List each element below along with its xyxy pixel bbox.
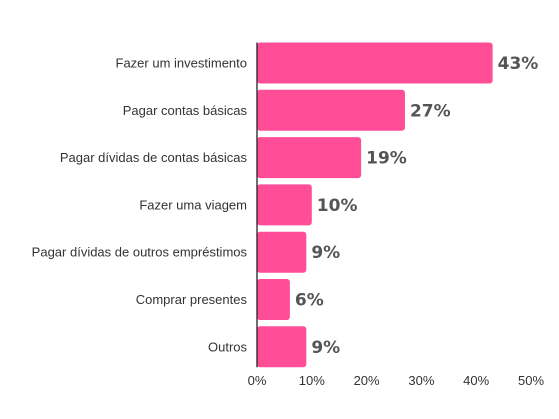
bars-group <box>257 42 493 368</box>
bar-2 <box>257 137 362 179</box>
x-tick-labels-group: 0% 10% 20% 30% 40% 50% <box>248 373 545 388</box>
value-label-4: 9% <box>311 243 340 263</box>
category-label-4: Pagar dívidas de outros empréstimos <box>32 245 248 260</box>
category-labels-group: Fazer um investimento Pagar contas básica… <box>32 56 248 355</box>
bar-6 <box>257 326 307 368</box>
value-label-2: 19% <box>366 149 407 169</box>
x-tick-label-1: 10% <box>299 373 325 388</box>
category-label-6: Outros <box>208 339 248 354</box>
x-tick-label-4: 40% <box>463 373 489 388</box>
value-label-1: 27% <box>410 101 451 121</box>
x-tick-label-2: 20% <box>354 373 380 388</box>
bar-1 <box>257 89 405 131</box>
category-label-3: Fazer uma viagem <box>139 197 247 212</box>
category-label-5: Comprar presentes <box>136 292 248 307</box>
bar-0 <box>257 42 493 84</box>
bar-4 <box>257 231 307 273</box>
category-label-1: Pagar contas básicas <box>123 103 248 118</box>
value-label-0: 43% <box>498 54 539 74</box>
x-tick-label-3: 30% <box>408 373 434 388</box>
category-label-2: Pagar dívidas de contas básicas <box>60 150 248 165</box>
x-tick-label-0: 0% <box>248 373 267 388</box>
bar-3 <box>257 184 312 226</box>
value-label-6: 9% <box>311 338 340 358</box>
value-label-3: 10% <box>317 196 358 216</box>
value-labels-group: 43% 27% 19% 10% 9% 6% 9% <box>295 54 538 358</box>
bar-5 <box>257 279 290 320</box>
value-label-5: 6% <box>295 291 324 311</box>
x-tick-label-5: 50% <box>518 373 544 388</box>
category-label-0: Fazer um investimento <box>116 56 248 71</box>
